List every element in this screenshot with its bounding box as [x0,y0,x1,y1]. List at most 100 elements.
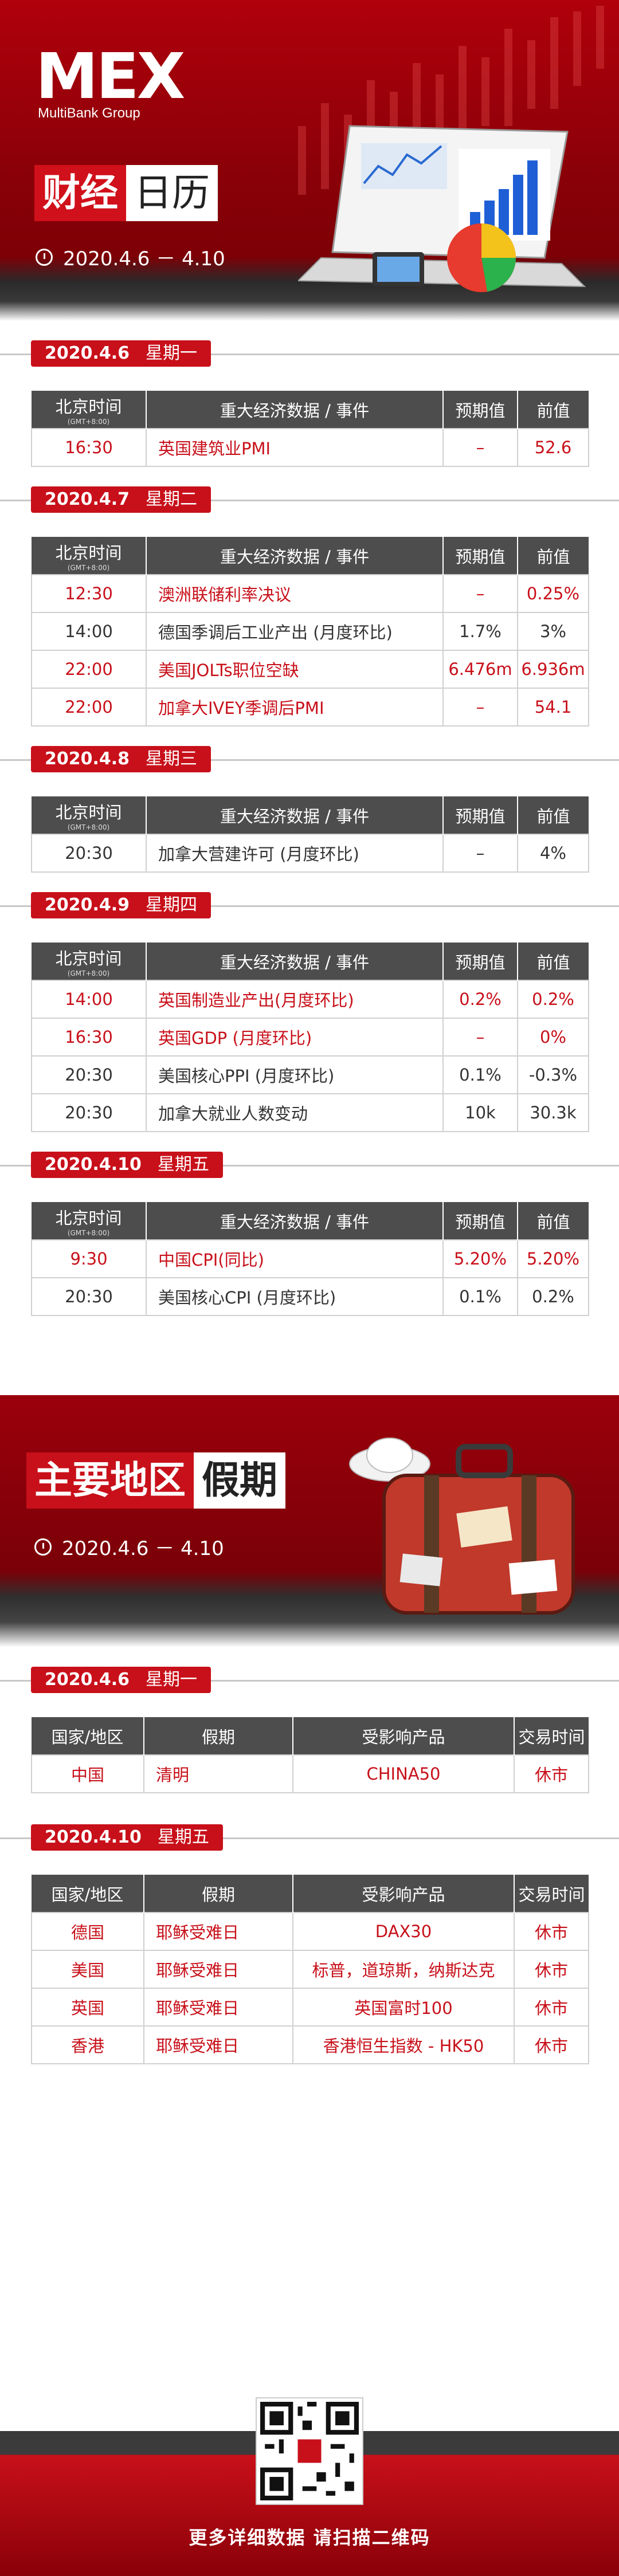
cell-forecast: 10k [442,1093,518,1132]
brand-logo: MEX [36,40,185,113]
cell-time: 12:30 [31,574,147,613]
cell-holiday: 耶稣受难日 [143,1988,293,2027]
col-header-event: 重大经济数据 / 事件 [146,1202,444,1240]
cell-prev: 5.20% [517,1239,589,1278]
col-header-forecast: 预期值 [443,1202,518,1240]
clock-icon [36,248,53,266]
col-header-event: 重大经济数据 / 事件 [146,537,444,575]
cell-event: 英国建筑业PMI [146,428,444,467]
table-row: 14:00 德国季调后工业产出 (月度环比) 1.7% 3% [31,612,589,651]
col-header-time-label: 北京时间 [55,802,122,822]
cell-forecast: 0.2% [442,980,518,1019]
holiday-title: 主要地区 假期 [26,1452,285,1509]
cell-product: CHINA50 [292,1754,515,1793]
weekday-label: 星期四 [146,895,198,915]
cell-country: 英国 [31,1988,144,2027]
cell-country: 德国 [31,1912,144,1951]
col-header-time-label: 北京时间 [55,948,122,968]
cell-time: 14:00 [31,612,147,651]
day-header: 2020.4.6 星期一 [0,1667,619,1693]
calendar-day-section: 2020.4.9 星期四北京时间 (GMT+8:00) 重大经济数据 / 事件 预期值前… [0,892,619,1132]
day-header: 2020.4.8 星期三 [0,746,619,772]
table-header-row: 北京时间 (GMT+8:00) 重大经济数据 / 事件 预期值 前值 [32,796,589,834]
col-header-country: 国家/地区 [32,1875,144,1913]
brand-subtitle: MultiBank Group [38,105,140,121]
holiday-day-section: 2020.4.10 星期五 国家/地区 假期 受影响产品 交易时间 德国 耶稣受难日 DAX30… [0,1824,619,2064]
table-row: 20:30 美国核心PPI (月度环比) 0.1% -0.3% [31,1055,589,1094]
date-label: 2020.4.6 [45,1670,130,1690]
cell-event: 德国季调后工业产出 (月度环比) [146,612,444,651]
col-header-prev: 前值 [518,537,589,575]
divider [0,354,619,355]
col-header-product: 受影响产品 [293,1875,515,1913]
cell-prev: 0.25% [517,574,589,613]
divider [0,500,619,501]
col-header-gmt: (GMT+8:00) [67,563,110,572]
col-header-time-label: 北京时间 [55,543,122,563]
date-label: 2020.4.9 [45,895,130,915]
cell-forecast: 5.20% [442,1239,518,1278]
table-header-row: 北京时间 (GMT+8:00) 重大经济数据 / 事件 预期值 前值 [32,537,589,575]
col-header-event: 重大经济数据 / 事件 [146,943,444,980]
cell-forecast: – [442,688,518,727]
day-header: 2020.4.7 星期二 [0,486,619,513]
date-label: 2020.4.7 [45,489,130,509]
table-row: 16:30 英国建筑业PMI –52.6 [31,428,589,467]
col-header-forecast: 预期值 [443,537,518,575]
cell-forecast: – [442,574,518,613]
weekday-label: 星期一 [146,1670,198,1690]
cell-prev: 0.2% [517,980,589,1019]
table-header-row: 北京时间 (GMT+8:00) 重大经济数据 / 事件 预期值 前值 [32,943,589,980]
col-header-time: 北京时间 (GMT+8:00) [32,391,147,429]
cell-time: 16:30 [31,428,147,467]
table-row: 德国 耶稣受难日 DAX30 休市 [31,1912,589,1951]
cell-prev: 54.1 [517,688,589,727]
cell-forecast: 6.476m [442,650,518,689]
table-header-row: 国家/地区 假期 受影响产品 交易时间 [32,1717,589,1755]
holiday-table: 国家/地区 假期 受影响产品 交易时间 中国 清明 CHINA50 休市 [31,1717,589,1793]
col-header-time-label: 北京时间 [55,1208,122,1228]
cell-country: 香港 [31,2025,144,2064]
qr-code[interactable] [257,2398,362,2504]
cell-product: 标普，道琼斯，纳斯达克 [292,1950,515,1989]
weekday-label: 星期五 [157,1155,209,1175]
date-tag: 2020.4.6 星期一 [31,340,211,367]
cell-time: 22:00 [31,688,147,727]
suitcase-illustration [349,1438,575,1615]
cell-forecast: 1.7% [442,612,518,651]
cell-event: 英国制造业产出(月度环比) [146,980,444,1019]
col-header-prev: 前值 [518,796,589,834]
table-row: 9:30 中国CPI(同比) 5.20% 5.20% [31,1239,589,1278]
cell-product: DAX30 [292,1912,515,1951]
calendar-day-section: 2020.4.8 星期三北京时间 (GMT+8:00) 重大经济数据 / 事件 预期值前… [0,746,619,873]
divider [0,759,619,761]
cell-forecast: 0.1% [442,1055,518,1094]
date-tag: 2020.4.6 星期一 [31,1667,211,1693]
date-tag: 2020.4.8 星期三 [31,746,211,772]
page-title: 财经 日历 [34,165,218,221]
hero-banner-holidays: 主要地区 假期 2020.4.6 － 4.10 [0,1395,619,1647]
cell-time: 9:30 [31,1239,147,1278]
cell-product: 英国富时100 [292,1988,515,2027]
day-header: 2020.4.9 星期四 [0,892,619,918]
holiday-date-range: 2020.4.6 － 4.10 [34,1533,224,1561]
table-row: 16:30 英国GDP (月度环比) –0% [31,1018,589,1057]
table-header-row: 北京时间 (GMT+8:00) 重大经济数据 / 事件 预期值 前值 [32,1202,589,1240]
title-part-a: 财经 [34,165,126,221]
table-row: 20:30 美国核心CPI (月度环比) 0.1% 0.2% [31,1277,589,1316]
date-tag: 2020.4.7 星期二 [31,486,211,513]
cell-prev: 0.2% [517,1277,589,1316]
calendar-table: 北京时间 (GMT+8:00) 重大经济数据 / 事件 预期值 前值 9:30 中国CPI(… [31,1202,589,1316]
cell-prev: 30.3k [517,1093,589,1132]
holiday-title-part-a: 主要地区 [26,1452,194,1509]
day-header: 2020.4.6 星期一 [0,340,619,367]
col-header-time: 北京时间 (GMT+8:00) [32,796,147,834]
cell-time: 22:00 [31,650,147,689]
day-header: 2020.4.10 星期五 [0,1152,619,1178]
holiday-table: 国家/地区 假期 受影响产品 交易时间 德国 耶稣受难日 DAX30 休市 美国 耶稣受难日 标普，… [31,1875,589,2064]
cell-time: 16:30 [31,1018,147,1057]
cell-event: 美国核心CPI (月度环比) [146,1277,444,1316]
calendar-table: 北京时间 (GMT+8:00) 重大经济数据 / 事件 预期值 前值 20:30 加拿大营建… [31,796,589,873]
table-row: 香港 耶稣受难日 香港恒生指数 - HK50 休市 [31,2025,589,2064]
calendar-day-section: 2020.4.10 星期五北京时间 (GMT+8:00) 重大经济数据 / 事件 预期值… [0,1152,619,1316]
